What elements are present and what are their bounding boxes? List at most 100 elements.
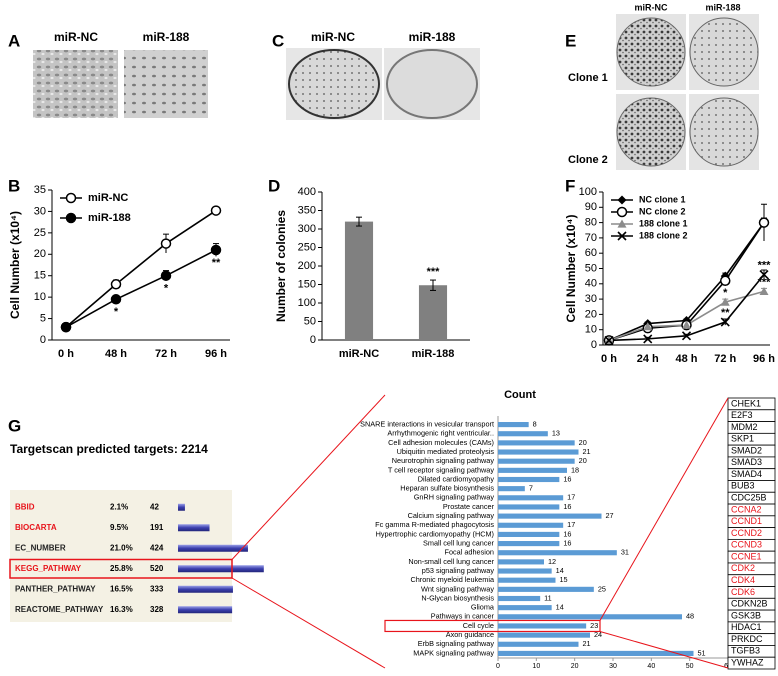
marker	[720, 275, 731, 286]
value-label: 12	[548, 557, 556, 566]
chart-title: Count	[504, 389, 536, 401]
category-label: Neurotrophin signaling pathway	[392, 456, 495, 465]
significance: ***	[758, 260, 772, 272]
marker	[643, 322, 653, 331]
x-tick-label: 50	[686, 663, 694, 670]
legend-label: 188 clone 2	[639, 230, 688, 240]
marker	[759, 286, 769, 296]
value-label: 21	[583, 447, 591, 456]
marker	[160, 238, 172, 249]
value-label: 14	[556, 566, 564, 575]
gene-name: CCND1	[731, 516, 762, 526]
category-label: GnRH signaling pathway	[414, 493, 495, 502]
gene-name: CCND2	[731, 528, 762, 538]
dish	[288, 49, 380, 119]
y-tick-label: 150	[298, 278, 316, 290]
category-label: Focal adhesion	[445, 548, 495, 557]
header: miR-188	[409, 30, 456, 44]
x-tick-label: 72 h	[714, 353, 736, 365]
value-label: 17	[567, 520, 575, 529]
connector	[599, 630, 729, 669]
bar	[498, 440, 575, 446]
bar	[498, 568, 552, 574]
y-tick-label: 30	[34, 205, 46, 217]
marker	[759, 270, 769, 280]
significance: **	[721, 307, 730, 319]
y-tick-label: 0	[591, 339, 597, 351]
table-percent: 9.5%	[110, 523, 128, 532]
header: miR-NC	[635, 2, 668, 12]
table-percent: 16.3%	[110, 605, 133, 614]
dish	[689, 97, 759, 167]
gene-name: HDAC1	[731, 622, 762, 632]
category-label: Pathways in cancer	[431, 612, 495, 621]
value-label: 13	[552, 429, 560, 438]
significance: **	[212, 257, 221, 269]
marker	[110, 294, 122, 305]
gene-name: TGFB3	[731, 646, 760, 656]
x-tick-label: 20	[571, 663, 579, 670]
gene-name: YWHAZ	[731, 657, 764, 667]
bar	[498, 595, 541, 602]
gene-name: CCNE1	[731, 551, 762, 561]
gene-name: SMAD2	[731, 445, 762, 455]
value-label: 11	[544, 593, 552, 602]
header: miR-NC	[311, 30, 355, 44]
value-label: 23	[590, 621, 598, 630]
y-tick-label: 20	[34, 248, 46, 260]
significance: ***	[427, 266, 441, 278]
gene-name: PRKDC	[731, 634, 763, 644]
table-name: EC_NUMBER	[15, 543, 66, 552]
value-label: 31	[621, 548, 629, 557]
x-tick-label: 96 h	[205, 348, 227, 360]
marker	[681, 331, 692, 341]
y-tick-label: 80	[585, 217, 597, 229]
connector	[599, 397, 729, 621]
category-label: p53 signaling pathway	[422, 566, 495, 575]
y-axis-label: Cell Number (x10⁴)	[564, 215, 578, 323]
header: miR-188	[143, 30, 190, 44]
significance: *	[723, 287, 728, 299]
table-bar	[178, 544, 248, 552]
value-label: 27	[606, 511, 614, 520]
gene-name: SKP1	[731, 434, 754, 444]
dish	[616, 97, 686, 167]
panel-label: C	[272, 31, 284, 50]
targets-title: Targetscan predicted targets: 2214	[10, 442, 208, 456]
category-label: N-Glycan biosynthesis	[421, 593, 494, 602]
category-label: ErbB signaling pathway	[418, 639, 495, 648]
highlight-box	[384, 619, 601, 633]
y-tick-label: 100	[298, 297, 316, 309]
y-tick-label: 200	[298, 260, 316, 272]
gene-name: CDK6	[731, 587, 755, 597]
x-tick-label: 0 h	[58, 348, 74, 360]
gene-name: BUB3	[731, 481, 755, 491]
x-tick-label: 24 h	[637, 353, 659, 365]
category-label: Ubiquitin mediated proteolysis	[397, 447, 495, 456]
category-label: Hypertrophic cardiomyopathy (HCM)	[376, 529, 494, 538]
cell-photo	[33, 50, 118, 118]
y-tick-label: 0	[310, 334, 316, 346]
y-tick-label: 10	[585, 324, 597, 336]
category-label: SNARE interactions in vesicular transpor…	[360, 419, 494, 428]
category-label: Prostate cancer	[443, 502, 495, 511]
value-label: 21	[583, 639, 591, 648]
x-tick-label: 48 h	[675, 353, 697, 365]
bar	[498, 504, 560, 510]
bar	[498, 577, 556, 583]
y-axis-label: Cell Number (x10⁴)	[8, 211, 22, 319]
dish	[689, 17, 759, 87]
legend-label: NC clone 1	[639, 194, 686, 204]
bar	[498, 531, 560, 537]
legend-label: NC clone 2	[639, 206, 686, 216]
y-tick-label: 100	[579, 186, 597, 198]
bar	[498, 559, 544, 565]
bar	[498, 605, 552, 611]
value-label: 16	[563, 502, 571, 511]
bar	[498, 513, 602, 519]
significance: ***	[758, 276, 772, 288]
marker	[682, 320, 691, 329]
table-count: 42	[150, 502, 159, 511]
